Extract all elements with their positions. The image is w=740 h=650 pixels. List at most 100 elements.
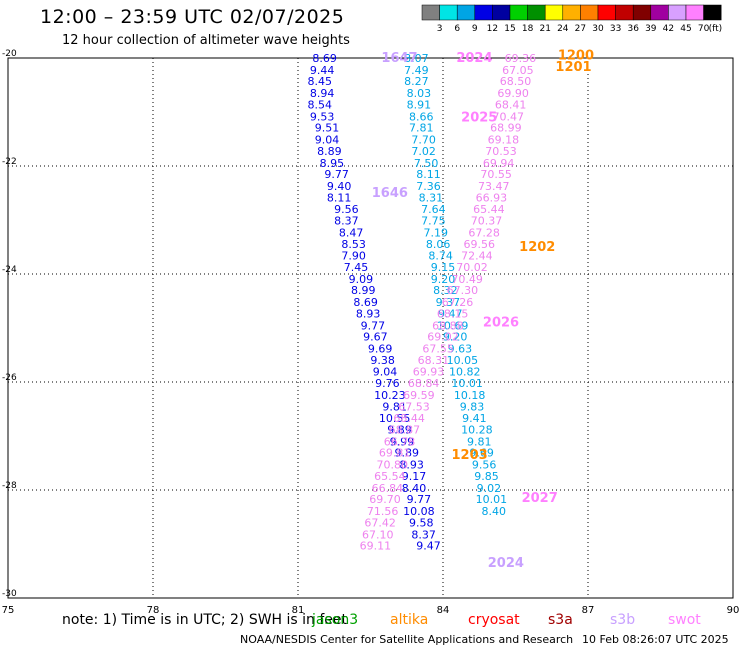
data-label-cyan-track: 10.28 xyxy=(461,424,493,437)
y-tick-label: -20 xyxy=(2,49,17,59)
data-label-jason3: 9.04 xyxy=(373,366,398,379)
data-label-jason3: 7.45 xyxy=(344,261,369,274)
data-label-swot: 71.56 xyxy=(367,505,399,518)
colorbar-cell xyxy=(456,4,476,21)
colorbar-cell xyxy=(703,4,722,21)
data-label-swot: 70.55 xyxy=(480,168,512,181)
data-label-cyan-track: 10.01 xyxy=(451,377,483,390)
colorbar-cell xyxy=(509,4,528,21)
data-label-jason3: 9.99 xyxy=(390,435,415,448)
y-tick-label: -24 xyxy=(2,265,17,275)
data-label-swot: 70.02 xyxy=(456,261,488,274)
data-label-jason3: 9.40 xyxy=(327,180,352,193)
x-tick-label: 75 xyxy=(2,605,15,616)
colorbar-label: 39 xyxy=(645,24,657,34)
pass-time-label: 2027 xyxy=(522,491,558,506)
data-label-swot: 70.53 xyxy=(485,145,517,158)
data-label-swot: 68.44 xyxy=(393,412,425,425)
data-label-jason3: 9.89 xyxy=(395,447,420,460)
satellite-legend-s3a: s3a xyxy=(548,612,573,628)
x-tick-label: 78 xyxy=(147,605,160,616)
colorbar-cell xyxy=(439,4,458,21)
data-label-swot: 69.11 xyxy=(360,540,392,553)
data-label-jason3: 9.17 xyxy=(402,470,427,483)
data-label-swot: 68.15 xyxy=(437,307,469,320)
data-label-jason3: 7.90 xyxy=(341,250,366,263)
y-tick-label: -26 xyxy=(2,373,17,383)
data-label-cyan-track: 10.82 xyxy=(449,366,481,379)
data-label-jason3: 8.47 xyxy=(339,226,364,239)
data-label-cyan-track: 9.15 xyxy=(431,261,456,274)
pass-time-label: 1646 xyxy=(372,186,408,201)
data-label-swot: 67.53 xyxy=(398,400,430,413)
data-label-jason3: 10.55 xyxy=(379,412,411,425)
colorbar-label: 6 xyxy=(454,24,460,34)
colorbar-label: 36 xyxy=(627,24,639,34)
data-label-swot: 69.18 xyxy=(488,134,520,147)
data-label-jason3: 8.95 xyxy=(320,157,345,170)
data-label-cyan-track: 8.27 xyxy=(404,75,429,88)
data-label-swot: 69.56 xyxy=(464,238,496,251)
data-label-jason3: 9.77 xyxy=(361,319,386,332)
data-label-jason3: 9.51 xyxy=(315,122,340,135)
pass-time-label: 1201 xyxy=(555,60,591,75)
data-label-cyan-track: 8.03 xyxy=(407,87,432,100)
colorbar-label: 15 xyxy=(504,24,515,34)
data-label-cyan-track: 9.83 xyxy=(460,400,485,413)
data-label-swot: 68.31 xyxy=(418,354,450,367)
data-label-swot: 68.84 xyxy=(408,377,440,390)
data-label-jason3: 8.11 xyxy=(327,191,352,204)
data-label-cyan-track: 7.19 xyxy=(424,226,449,239)
data-label-cyan-track: 7.36 xyxy=(416,180,441,193)
data-label-swot: 67.10 xyxy=(362,528,394,541)
data-label-jason3: 8.94 xyxy=(310,87,335,100)
data-label-swot: 67.55 xyxy=(422,343,454,356)
data-label-swot: 70.37 xyxy=(471,215,503,228)
colorbar-cell xyxy=(474,4,493,21)
data-label-jason3: 9.81 xyxy=(382,400,407,413)
data-label-swot: 69.36 xyxy=(505,52,537,65)
colorbar-cell xyxy=(597,4,616,21)
data-label-cyan-track: 9.20 xyxy=(443,331,468,344)
data-label-jason3: 9.69 xyxy=(368,343,393,356)
colorbar-cell xyxy=(650,4,669,21)
data-label-swot: 69.70 xyxy=(369,493,401,506)
data-label-cyan-track: 8.07 xyxy=(404,52,429,65)
credit-text: NOAA/NESDIS Center for Satellite Applica… xyxy=(240,633,574,646)
data-label-cyan-track: 10.05 xyxy=(447,354,479,367)
x-tick-label: 84 xyxy=(437,605,450,616)
data-label-swot: 69.02 xyxy=(427,331,459,344)
colorbar-label: 30 xyxy=(592,24,604,34)
data-label-jason3: 8.53 xyxy=(341,238,366,251)
colorbar-label: 21 xyxy=(539,24,550,34)
colorbar-cell xyxy=(527,4,546,21)
data-label-jason3: 8.37 xyxy=(334,215,359,228)
data-label-cyan-track: 7.75 xyxy=(421,215,446,228)
data-label-cyan-track: 8.31 xyxy=(419,191,444,204)
data-label-cyan-track: 9.63 xyxy=(448,343,473,356)
pass-time-label: 2025 xyxy=(461,110,497,125)
x-tick-label: 81 xyxy=(292,605,305,616)
data-label-jason3: 8.45 xyxy=(308,75,333,88)
data-label-swot: 72.44 xyxy=(461,250,493,263)
data-label-cyan-track: 9.56 xyxy=(472,459,497,472)
data-label-jason3: 9.04 xyxy=(315,134,340,147)
y-tick-label: -22 xyxy=(2,157,17,167)
data-label-cyan-track: 8.91 xyxy=(407,98,432,111)
colorbar-cell xyxy=(562,4,581,21)
pass-time-label: 1202 xyxy=(519,240,555,255)
data-label-jason3: 9.53 xyxy=(310,110,335,123)
pass-time-label: 2024 xyxy=(488,556,524,571)
data-label-cyan-track: 9.37 xyxy=(436,296,461,309)
data-label-cyan-track: 8.40 xyxy=(482,505,507,518)
data-label-cyan-track: 9.85 xyxy=(474,470,499,483)
colorbar-label: 33 xyxy=(610,24,621,34)
colorbar-label: 45 xyxy=(680,24,691,34)
data-label-cyan-track: 10.01 xyxy=(476,493,508,506)
data-label-cyan-track: 9.41 xyxy=(462,412,487,425)
data-label-cyan-track: 9.02 xyxy=(477,482,502,495)
data-label-jason3: 9.47 xyxy=(416,540,441,553)
colorbar-cell xyxy=(615,4,634,21)
data-label-jason3: 8.37 xyxy=(411,528,436,541)
